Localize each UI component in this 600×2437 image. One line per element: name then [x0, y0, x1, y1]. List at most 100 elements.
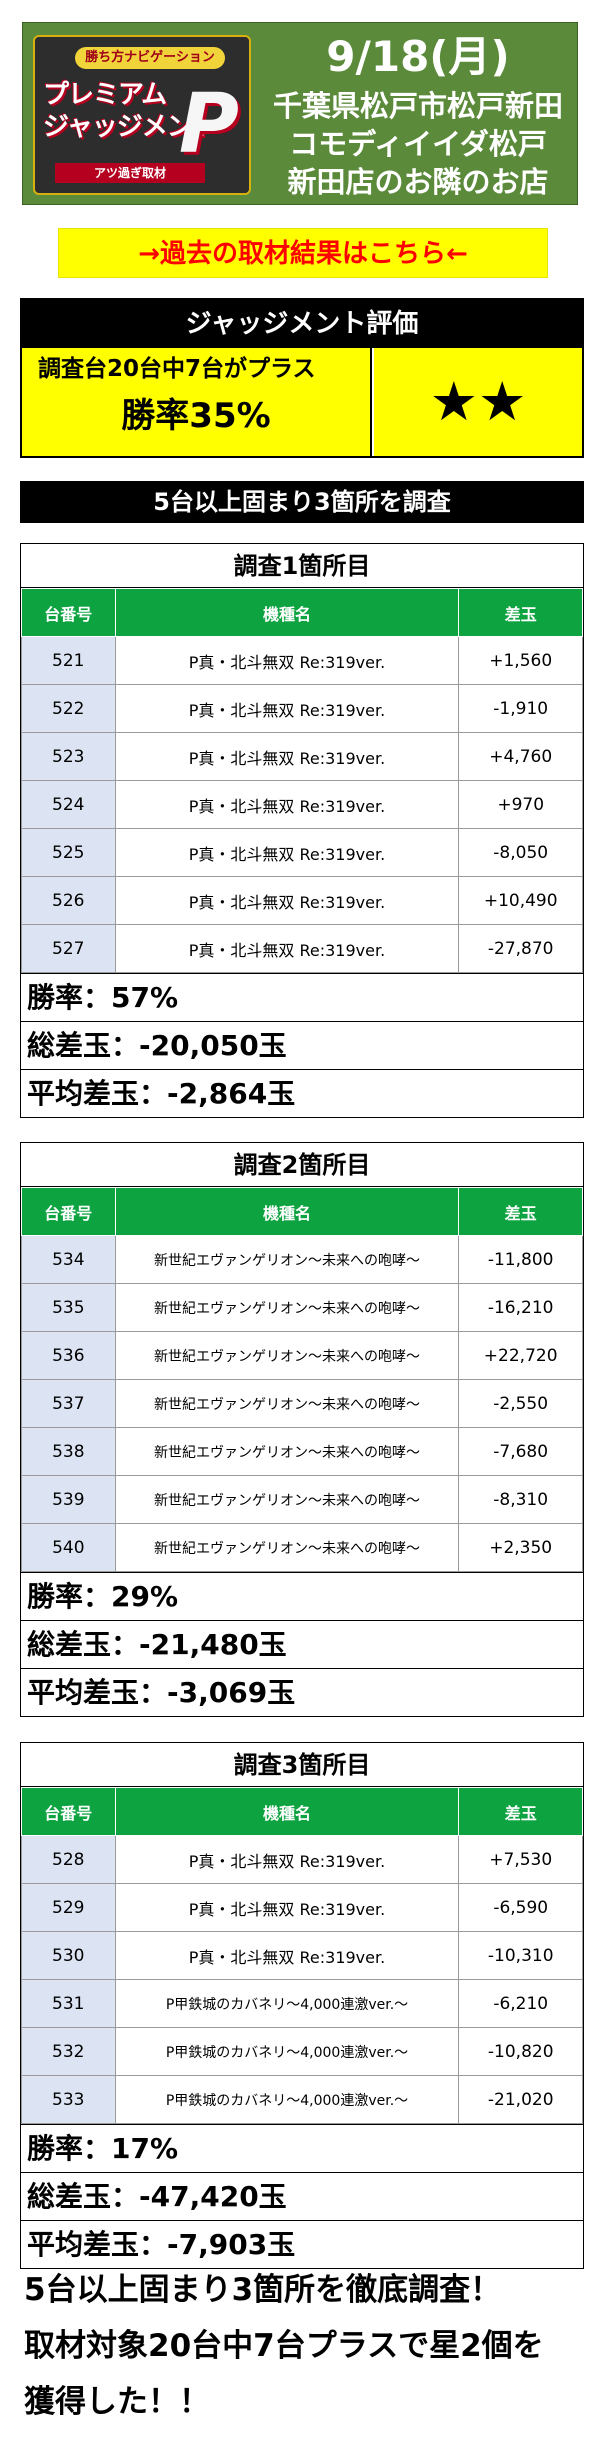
ball-difference: +2,350: [458, 1523, 583, 1572]
table-row: 529 P真・北斗無双 Re:319ver. -6,590: [21, 1883, 583, 1932]
section-title: 調査3箇所目: [21, 1743, 583, 1787]
section-total-diff: 総差玉：-20,050玉: [21, 1021, 583, 1069]
location-line-3: 新田店のお隣のお店: [287, 165, 549, 199]
table-row: 538 新世紀エヴァンゲリオン～未来への咆哮～ -7,680: [21, 1427, 583, 1476]
report-date: 9/18(月): [326, 32, 510, 81]
column-number: 台番号: [21, 1787, 116, 1836]
table-row: 537 新世紀エヴァンゲリオン～未来への咆哮～ -2,550: [21, 1379, 583, 1428]
machine-number: 538: [21, 1427, 116, 1476]
results-table: 台番号 機種名 差玉 534 新世紀エヴァンゲリオン～未来への咆哮～ -11,800…: [21, 1187, 583, 1572]
ball-difference: -8,050: [458, 828, 583, 877]
table-row: 539 新世紀エヴァンゲリオン～未来への咆哮～ -8,310: [21, 1475, 583, 1524]
machine-name: P真・北斗無双 Re:319ver.: [114, 1883, 460, 1932]
machine-name: P真・北斗無双 Re:319ver.: [114, 636, 460, 685]
ball-difference: -2,550: [458, 1379, 583, 1428]
logo-title-line-1: プレミアム: [43, 80, 167, 110]
section-win-rate: 勝率：29%: [21, 1572, 583, 1620]
ball-difference: +10,490: [458, 876, 583, 925]
survey-section-3: 調査3箇所目 台番号 機種名 差玉 528 P真・北斗無双 Re:319ver. +…: [20, 1742, 584, 2269]
machine-name: P真・北斗無双 Re:319ver.: [114, 828, 460, 877]
ball-difference: -11,800: [458, 1235, 583, 1284]
table-header-row: 台番号 機種名 差玉: [21, 1187, 583, 1236]
machine-number: 528: [21, 1835, 116, 1884]
machine-name: P甲鉄城のカバネリ～4,000連激ver.～: [114, 1979, 460, 2028]
judgement-description: 調査台20台中7台がプラス: [38, 356, 316, 382]
ball-difference: -21,020: [458, 2075, 583, 2124]
table-row: 530 P真・北斗無双 Re:319ver. -10,310: [21, 1931, 583, 1980]
results-table: 台番号 機種名 差玉 528 P真・北斗無双 Re:319ver. +7,530 5…: [21, 1787, 583, 2124]
ball-difference: -10,310: [458, 1931, 583, 1980]
machine-number: 529: [21, 1883, 116, 1932]
table-row: 540 新世紀エヴァンゲリオン～未来への咆哮～ +2,350: [21, 1523, 583, 1572]
ball-difference: +22,720: [458, 1331, 583, 1380]
section-total-diff: 総差玉：-21,480玉: [21, 1620, 583, 1668]
machine-number: 524: [21, 780, 116, 829]
judgement-result: 調査台20台中7台がプラス 勝率35%: [22, 348, 372, 456]
column-number: 台番号: [21, 1187, 116, 1236]
table-row: 532 P甲鉄城のカバネリ～4,000連激ver.～ -10,820: [21, 2027, 583, 2076]
machine-name: 新世紀エヴァンゲリオン～未来への咆哮～: [114, 1523, 460, 1572]
machine-name: P甲鉄城のカバネリ～4,000連激ver.～: [114, 2027, 460, 2076]
column-difference: 差玉: [458, 588, 583, 637]
judgement-title: ジャッジメント評価: [22, 300, 582, 348]
logo-footer: アツ過ぎ取材: [55, 163, 205, 183]
survey-section-1: 調査1箇所目 台番号 機種名 差玉 521 P真・北斗無双 Re:319ver. +…: [20, 543, 584, 1118]
table-row: 525 P真・北斗無双 Re:319ver. -8,050: [21, 828, 583, 877]
machine-number: 525: [21, 828, 116, 877]
judgement-win-rate: 勝率35%: [121, 396, 271, 436]
logo-title: プレミアム ジャッジメント: [43, 79, 243, 143]
table-row: 528 P真・北斗無双 Re:319ver. +7,530: [21, 1835, 583, 1884]
machine-name: 新世紀エヴァンゲリオン～未来への咆哮～: [114, 1475, 460, 1524]
ball-difference: -16,210: [458, 1283, 583, 1332]
summary-text: 5台以上固まり3箇所を徹底調査！ 取材対象20台中7台プラスで星2個を 獲得した…: [24, 2262, 584, 2430]
section-win-rate: 勝率：17%: [21, 2124, 583, 2172]
ball-difference: +4,760: [458, 732, 583, 781]
machine-name: P真・北斗無双 Re:319ver.: [114, 876, 460, 925]
machine-number: 527: [21, 924, 116, 973]
table-row: 536 新世紀エヴァンゲリオン～未来への咆哮～ +22,720: [21, 1331, 583, 1380]
ball-difference: -7,680: [458, 1427, 583, 1476]
table-row: 531 P甲鉄城のカバネリ～4,000連激ver.～ -6,210: [21, 1979, 583, 2028]
premium-judgement-logo: 勝ち方ナビゲーション プレミアム ジャッジメント P アツ過ぎ取材: [33, 35, 251, 195]
machine-number: 523: [21, 732, 116, 781]
machine-number: 521: [21, 636, 116, 685]
summary-line-1: 5台以上固まり3箇所を徹底調査！: [24, 2272, 502, 2308]
column-machine: 機種名: [114, 1187, 460, 1236]
ball-difference: +1,560: [458, 636, 583, 685]
table-row: 527 P真・北斗無双 Re:319ver. -27,870: [21, 924, 583, 973]
column-difference: 差玉: [458, 1187, 583, 1236]
column-machine: 機種名: [114, 588, 460, 637]
section-avg-diff: 平均差玉：-3,069玉: [21, 1668, 583, 1716]
table-row: 534 新世紀エヴァンゲリオン～未来への咆哮～ -11,800: [21, 1235, 583, 1284]
location-line-1: 千葉県松戸市松戸新田: [272, 89, 563, 123]
machine-name: P真・北斗無双 Re:319ver.: [114, 780, 460, 829]
machine-name: 新世紀エヴァンゲリオン～未来への咆哮～: [114, 1331, 460, 1380]
summary-line-3: 獲得した！！: [24, 2384, 210, 2420]
summary-line-2: 取材対象20台中7台プラスで星2個を: [24, 2328, 544, 2364]
judgement-box: ジャッジメント評価 調査台20台中7台がプラス 勝率35% ★★: [20, 298, 584, 458]
table-row: 523 P真・北斗無双 Re:319ver. +4,760: [21, 732, 583, 781]
machine-number: 530: [21, 1931, 116, 1980]
past-results-link[interactable]: →過去の取材結果はこちら←: [58, 228, 548, 278]
column-number: 台番号: [21, 588, 116, 637]
machine-name: P真・北斗無双 Re:319ver.: [114, 1835, 460, 1884]
table-row: 533 P甲鉄城のカバネリ～4,000連激ver.～ -21,020: [21, 2075, 583, 2124]
machine-number: 536: [21, 1331, 116, 1380]
ball-difference: -6,210: [458, 1979, 583, 2028]
ball-difference: +970: [458, 780, 583, 829]
column-difference: 差玉: [458, 1787, 583, 1836]
table-header-row: 台番号 機種名 差玉: [21, 588, 583, 637]
ball-difference: -6,590: [458, 1883, 583, 1932]
ball-difference: -8,310: [458, 1475, 583, 1524]
ball-difference: +7,530: [458, 1835, 583, 1884]
machine-number: 537: [21, 1379, 116, 1428]
survey-section-2: 調査2箇所目 台番号 機種名 差玉 534 新世紀エヴァンゲリオン～未来への咆哮～…: [20, 1142, 584, 1717]
table-row: 521 P真・北斗無双 Re:319ver. +1,560: [21, 636, 583, 685]
ball-difference: -1,910: [458, 684, 583, 733]
section-avg-diff: 平均差玉：-2,864玉: [21, 1069, 583, 1117]
ball-difference: -10,820: [458, 2027, 583, 2076]
column-machine: 機種名: [114, 1787, 460, 1836]
table-row: 526 P真・北斗無双 Re:319ver. +10,490: [21, 876, 583, 925]
header-banner: 勝ち方ナビゲーション プレミアム ジャッジメント P アツ過ぎ取材 9/18(月…: [22, 22, 578, 205]
location-line-2: コモディイイダ松戸: [289, 127, 547, 161]
